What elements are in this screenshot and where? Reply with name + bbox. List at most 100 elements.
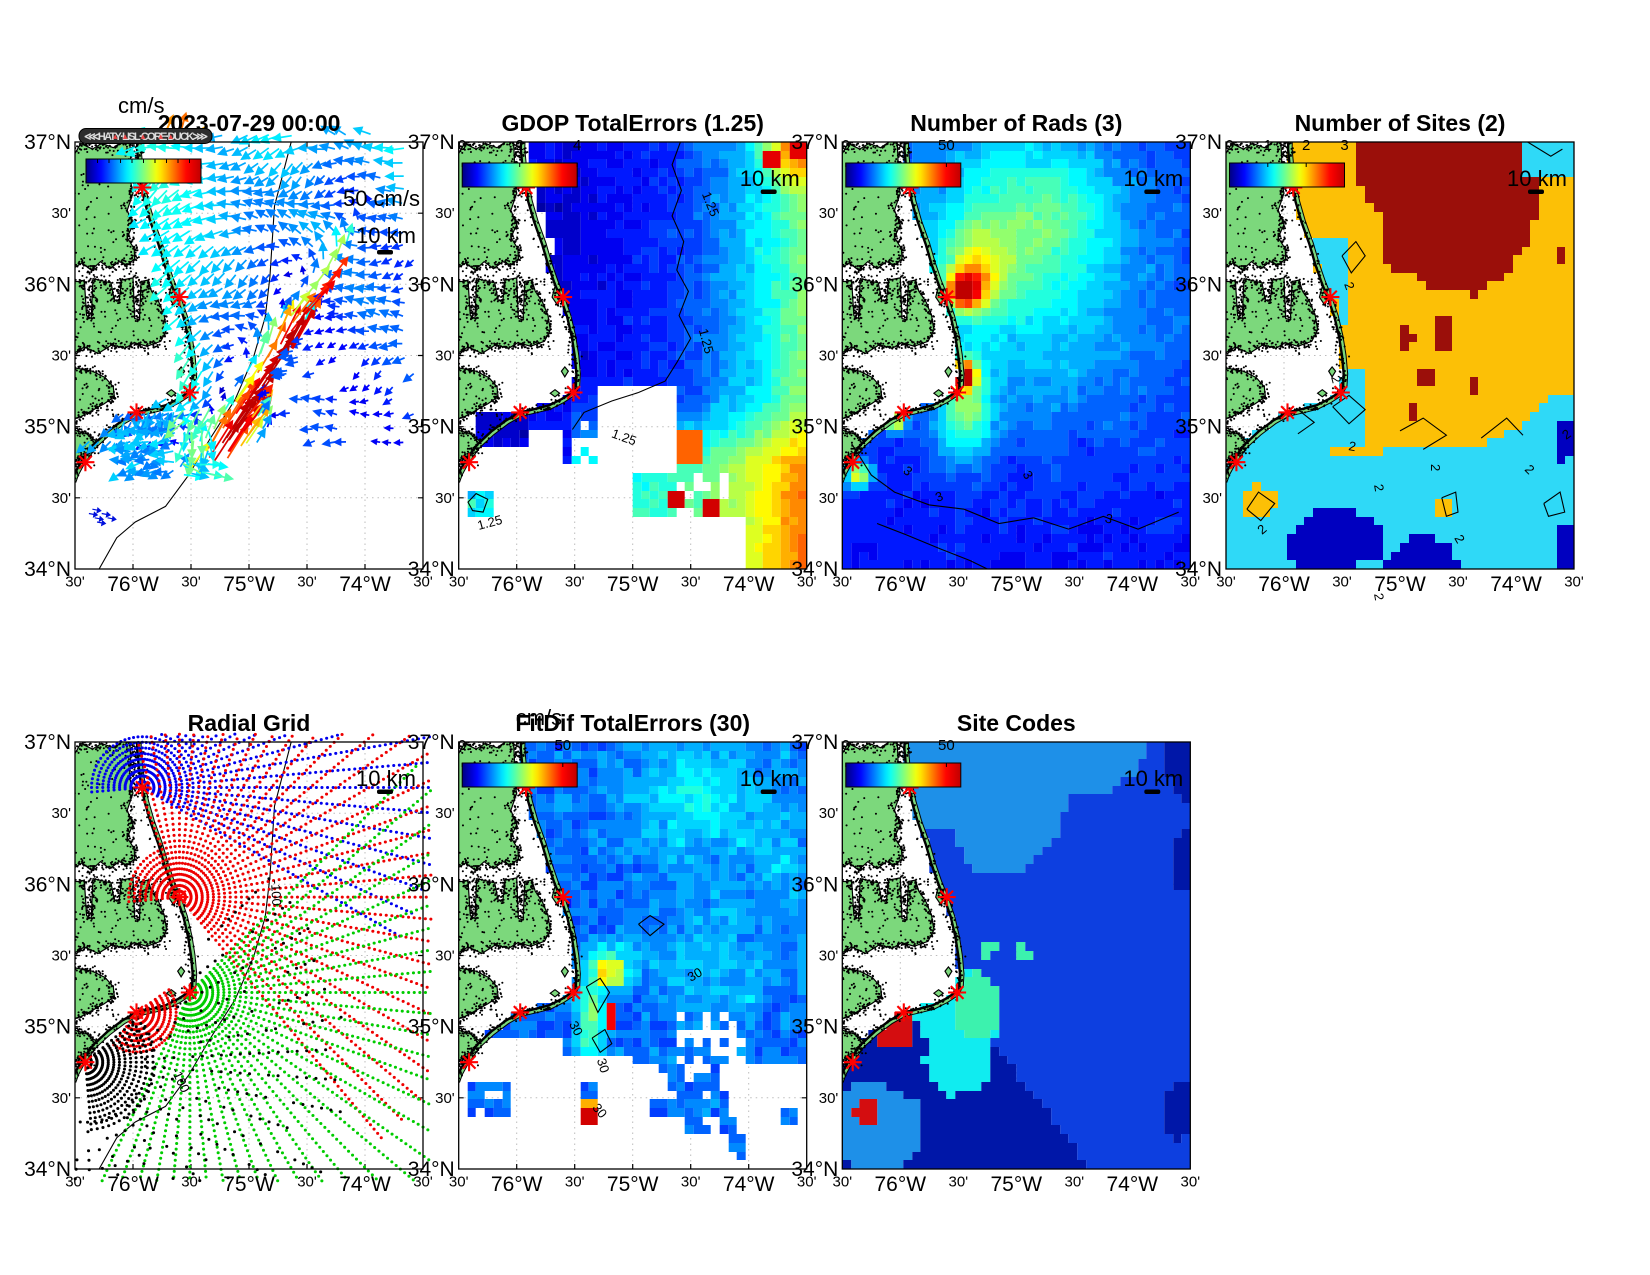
svg-text:37°N: 37°N bbox=[791, 131, 838, 154]
svg-text:30': 30' bbox=[833, 1174, 853, 1191]
svg-text:76°W: 76°W bbox=[875, 1173, 927, 1196]
svg-text:30': 30' bbox=[949, 574, 969, 591]
svg-text:30': 30' bbox=[819, 348, 839, 365]
svg-text:30': 30' bbox=[51, 948, 71, 965]
svg-text:30': 30' bbox=[435, 1090, 455, 1107]
svg-text:76°W: 76°W bbox=[875, 573, 927, 596]
svg-text:76°W: 76°W bbox=[491, 1173, 543, 1196]
svg-text:30': 30' bbox=[797, 574, 817, 591]
svg-text:10 km: 10 km bbox=[740, 166, 800, 191]
svg-text:30': 30' bbox=[1202, 490, 1222, 507]
svg-text:50: 50 bbox=[554, 737, 571, 754]
svg-text:2: 2 bbox=[1302, 137, 1310, 154]
svg-text:10 km: 10 km bbox=[1123, 166, 1183, 191]
svg-text:36°N: 36°N bbox=[24, 273, 71, 296]
svg-text:30': 30' bbox=[297, 574, 317, 591]
svg-text:10 km: 10 km bbox=[356, 223, 416, 248]
svg-text:Radial Grid: Radial Grid bbox=[188, 710, 311, 736]
svg-text:0: 0 bbox=[842, 137, 850, 154]
svg-text:35°N: 35°N bbox=[408, 416, 455, 439]
svg-text:30': 30' bbox=[1181, 574, 1201, 591]
svg-text:75°W: 75°W bbox=[991, 1173, 1043, 1196]
svg-text:Number of Rads (3): Number of Rads (3) bbox=[910, 110, 1122, 136]
svg-text:74°W: 74°W bbox=[339, 1173, 391, 1196]
svg-text:30': 30' bbox=[51, 348, 71, 365]
svg-text:36°N: 36°N bbox=[1175, 273, 1222, 296]
svg-text:37°N: 37°N bbox=[1175, 131, 1222, 154]
svg-text:0: 0 bbox=[458, 737, 466, 754]
svg-text:30': 30' bbox=[413, 574, 433, 591]
svg-text:75°W: 75°W bbox=[991, 573, 1043, 596]
svg-text:30': 30' bbox=[435, 805, 455, 822]
svg-text:30': 30' bbox=[435, 205, 455, 222]
svg-text:74°W: 74°W bbox=[723, 1173, 775, 1196]
svg-text:30: 30 bbox=[566, 1018, 586, 1038]
svg-text:35°N: 35°N bbox=[24, 416, 71, 439]
svg-text:FitDif TotalErrors (30): FitDif TotalErrors (30) bbox=[515, 710, 750, 736]
svg-text:30': 30' bbox=[65, 574, 85, 591]
svg-text:30': 30' bbox=[565, 574, 585, 591]
svg-text:0: 0 bbox=[458, 137, 466, 154]
svg-text:50: 50 bbox=[938, 737, 955, 754]
svg-text:cm/s: cm/s bbox=[118, 93, 164, 118]
svg-text:34°N: 34°N bbox=[24, 1158, 71, 1181]
svg-text:36°N: 36°N bbox=[408, 273, 455, 296]
svg-text:34°N: 34°N bbox=[408, 1158, 455, 1181]
svg-text:30': 30' bbox=[1216, 574, 1236, 591]
svg-text:2: 2 bbox=[1347, 438, 1357, 454]
svg-text:50 cm/s: 50 cm/s bbox=[343, 186, 420, 211]
svg-text:10 km: 10 km bbox=[356, 766, 416, 791]
svg-text:30': 30' bbox=[1332, 574, 1352, 591]
svg-text:75°W: 75°W bbox=[607, 1173, 659, 1196]
svg-text:2: 2 bbox=[1341, 280, 1358, 292]
svg-text:37°N: 37°N bbox=[408, 131, 455, 154]
svg-text:30': 30' bbox=[51, 490, 71, 507]
svg-text:74°W: 74°W bbox=[723, 573, 775, 596]
svg-text:30': 30' bbox=[449, 1174, 469, 1191]
svg-text:30': 30' bbox=[681, 1174, 701, 1191]
svg-text:2: 2 bbox=[1428, 464, 1443, 471]
svg-text:30': 30' bbox=[949, 1174, 969, 1191]
svg-text:⋘HATY·LISL·CORE·DUCK⋙: ⋘HATY·LISL·CORE·DUCK⋙ bbox=[84, 131, 208, 143]
svg-text:3: 3 bbox=[1104, 510, 1115, 526]
svg-text:30': 30' bbox=[449, 574, 469, 591]
svg-text:1: 1 bbox=[1264, 137, 1272, 154]
svg-text:30': 30' bbox=[1448, 574, 1468, 591]
svg-text:37°N: 37°N bbox=[791, 731, 838, 754]
svg-text:1.25: 1.25 bbox=[476, 512, 504, 533]
svg-text:30: 30 bbox=[594, 1056, 613, 1074]
svg-text:Number of Sites (2): Number of Sites (2) bbox=[1295, 110, 1506, 136]
svg-text:76°W: 76°W bbox=[107, 573, 159, 596]
svg-text:30': 30' bbox=[65, 1174, 85, 1191]
svg-text:74°W: 74°W bbox=[1107, 1173, 1159, 1196]
svg-text:30': 30' bbox=[1065, 574, 1085, 591]
svg-text:30': 30' bbox=[181, 574, 201, 591]
svg-text:36°N: 36°N bbox=[791, 273, 838, 296]
svg-text:75°W: 75°W bbox=[607, 573, 659, 596]
svg-text:74°W: 74°W bbox=[1107, 573, 1159, 596]
svg-text:74°W: 74°W bbox=[1490, 573, 1542, 596]
svg-text:35°N: 35°N bbox=[791, 416, 838, 439]
svg-text:30': 30' bbox=[819, 805, 839, 822]
svg-text:34°N: 34°N bbox=[791, 558, 838, 581]
svg-text:35°N: 35°N bbox=[24, 1016, 71, 1039]
svg-text:30': 30' bbox=[435, 348, 455, 365]
svg-text:0: 0 bbox=[1225, 137, 1233, 154]
svg-text:75°W: 75°W bbox=[1374, 573, 1426, 596]
svg-text:2: 2 bbox=[1371, 483, 1387, 493]
svg-text:37°N: 37°N bbox=[408, 731, 455, 754]
svg-text:30': 30' bbox=[819, 948, 839, 965]
svg-text:35°N: 35°N bbox=[1175, 416, 1222, 439]
svg-text:30': 30' bbox=[819, 205, 839, 222]
svg-text:30': 30' bbox=[797, 1174, 817, 1191]
svg-text:30': 30' bbox=[51, 805, 71, 822]
svg-text:74°W: 74°W bbox=[339, 573, 391, 596]
svg-text:30': 30' bbox=[565, 1174, 585, 1191]
svg-text:34°N: 34°N bbox=[791, 1158, 838, 1181]
svg-text:75°W: 75°W bbox=[223, 573, 275, 596]
svg-text:2: 2 bbox=[1371, 592, 1387, 602]
svg-text:30': 30' bbox=[1181, 1174, 1201, 1191]
svg-text:76°W: 76°W bbox=[107, 1173, 159, 1196]
svg-text:10 km: 10 km bbox=[1123, 766, 1183, 791]
svg-text:76°W: 76°W bbox=[491, 573, 543, 596]
